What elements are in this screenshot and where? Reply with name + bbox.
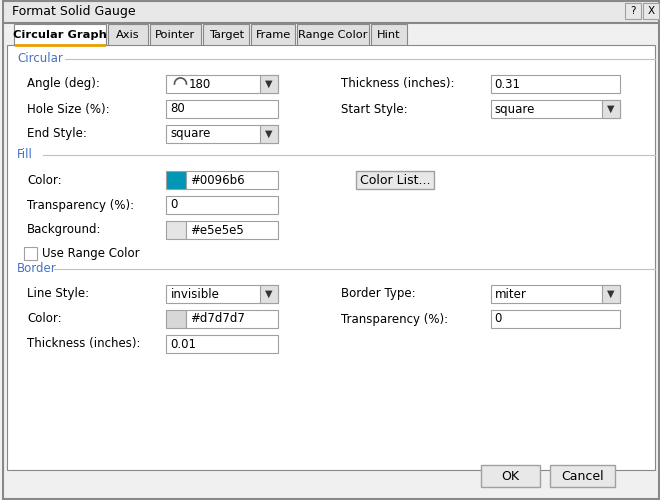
- FancyBboxPatch shape: [166, 310, 186, 328]
- Text: square: square: [494, 102, 535, 116]
- Text: Line Style:: Line Style:: [27, 288, 89, 300]
- Text: Border Type:: Border Type:: [341, 288, 416, 300]
- Text: Color:: Color:: [27, 174, 61, 186]
- FancyBboxPatch shape: [203, 24, 249, 46]
- Text: Transparency (%):: Transparency (%):: [27, 198, 134, 211]
- FancyBboxPatch shape: [166, 171, 186, 189]
- FancyBboxPatch shape: [490, 310, 620, 328]
- FancyBboxPatch shape: [260, 75, 278, 93]
- Text: Pointer: Pointer: [155, 30, 195, 40]
- Text: Thickness (inches):: Thickness (inches):: [27, 338, 141, 350]
- FancyBboxPatch shape: [490, 75, 620, 93]
- Text: ?: ?: [630, 6, 636, 16]
- FancyBboxPatch shape: [251, 24, 295, 46]
- FancyBboxPatch shape: [297, 24, 369, 46]
- FancyBboxPatch shape: [166, 100, 278, 118]
- FancyBboxPatch shape: [24, 247, 37, 260]
- Text: Use Range Color: Use Range Color: [42, 247, 139, 260]
- Text: Color:: Color:: [27, 312, 61, 326]
- FancyBboxPatch shape: [186, 310, 278, 328]
- FancyBboxPatch shape: [7, 45, 655, 470]
- FancyBboxPatch shape: [602, 285, 620, 303]
- Text: square: square: [170, 128, 211, 140]
- FancyBboxPatch shape: [625, 3, 641, 19]
- FancyBboxPatch shape: [260, 125, 278, 143]
- Text: 0: 0: [170, 198, 178, 211]
- Text: Hint: Hint: [377, 30, 401, 40]
- FancyBboxPatch shape: [490, 100, 620, 118]
- FancyBboxPatch shape: [166, 196, 278, 214]
- FancyBboxPatch shape: [3, 1, 659, 499]
- Text: ▼: ▼: [265, 289, 273, 299]
- FancyBboxPatch shape: [371, 24, 407, 46]
- Text: Color List...: Color List...: [360, 174, 430, 186]
- Text: Range Color: Range Color: [298, 30, 368, 40]
- Text: ▼: ▼: [607, 289, 615, 299]
- Text: Circular: Circular: [17, 52, 63, 66]
- Text: OK: OK: [502, 470, 519, 482]
- FancyBboxPatch shape: [166, 125, 278, 143]
- FancyBboxPatch shape: [166, 221, 186, 239]
- Text: 0.01: 0.01: [170, 338, 197, 350]
- FancyBboxPatch shape: [186, 171, 278, 189]
- FancyBboxPatch shape: [186, 221, 278, 239]
- FancyBboxPatch shape: [150, 24, 201, 46]
- Text: ▼: ▼: [607, 104, 615, 114]
- Text: Border: Border: [17, 262, 57, 276]
- FancyBboxPatch shape: [166, 335, 278, 353]
- Text: Fill: Fill: [17, 148, 33, 162]
- Text: Frame: Frame: [255, 30, 291, 40]
- Text: 0: 0: [494, 312, 502, 326]
- Text: Cancel: Cancel: [562, 470, 604, 482]
- Text: ▼: ▼: [265, 79, 273, 89]
- FancyBboxPatch shape: [166, 75, 278, 93]
- Text: Hole Size (%):: Hole Size (%):: [27, 102, 110, 116]
- Text: End Style:: End Style:: [27, 128, 86, 140]
- FancyBboxPatch shape: [356, 171, 434, 189]
- FancyBboxPatch shape: [3, 1, 659, 23]
- Text: Start Style:: Start Style:: [341, 102, 408, 116]
- Text: #0096b6: #0096b6: [191, 174, 245, 186]
- Text: invisible: invisible: [170, 288, 219, 300]
- FancyBboxPatch shape: [108, 24, 148, 46]
- Text: #d7d7d7: #d7d7d7: [191, 312, 246, 326]
- FancyBboxPatch shape: [602, 100, 620, 118]
- Text: ▼: ▼: [265, 129, 273, 139]
- FancyBboxPatch shape: [643, 3, 659, 19]
- FancyBboxPatch shape: [14, 24, 106, 46]
- FancyBboxPatch shape: [480, 465, 541, 487]
- Text: Thickness (inches):: Thickness (inches):: [341, 78, 455, 90]
- Text: Transparency (%):: Transparency (%):: [341, 312, 448, 326]
- Text: 80: 80: [170, 102, 185, 116]
- Text: X: X: [647, 6, 655, 16]
- Text: #e5e5e5: #e5e5e5: [191, 224, 244, 236]
- FancyBboxPatch shape: [166, 285, 278, 303]
- Text: Background:: Background:: [27, 224, 102, 236]
- Text: Angle (deg):: Angle (deg):: [27, 78, 100, 90]
- FancyBboxPatch shape: [260, 285, 278, 303]
- Text: Format Solid Gauge: Format Solid Gauge: [12, 6, 135, 18]
- Text: Circular Graph: Circular Graph: [13, 30, 107, 40]
- Text: 180: 180: [188, 78, 211, 90]
- FancyBboxPatch shape: [550, 465, 615, 487]
- Text: Axis: Axis: [115, 30, 139, 40]
- FancyBboxPatch shape: [490, 285, 620, 303]
- Text: 0.31: 0.31: [494, 78, 521, 90]
- Text: Target: Target: [209, 30, 244, 40]
- Text: miter: miter: [494, 288, 527, 300]
